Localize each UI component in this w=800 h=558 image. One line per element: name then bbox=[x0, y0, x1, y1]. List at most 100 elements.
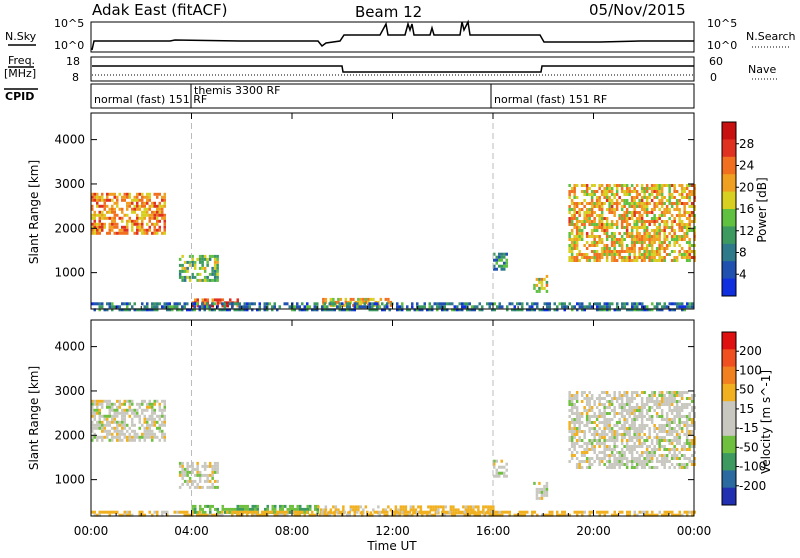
data-cell bbox=[663, 400, 666, 403]
data-cell bbox=[551, 513, 554, 517]
data-cell bbox=[423, 510, 426, 514]
data-cell bbox=[625, 403, 629, 406]
data-cell bbox=[573, 403, 576, 406]
data-cell bbox=[643, 391, 646, 394]
data-cell bbox=[648, 406, 651, 409]
data-cell bbox=[638, 202, 641, 205]
data-cell bbox=[603, 391, 606, 394]
data-cell bbox=[469, 508, 473, 512]
data-cell bbox=[586, 305, 589, 309]
data-cell bbox=[613, 433, 616, 436]
data-cell bbox=[148, 219, 151, 223]
data-cell bbox=[458, 302, 461, 306]
data-cell bbox=[593, 439, 596, 442]
data-cell bbox=[538, 280, 541, 284]
data-cell bbox=[163, 408, 166, 412]
data-cell bbox=[461, 305, 464, 309]
data-cell bbox=[301, 510, 304, 514]
data-cell bbox=[563, 302, 566, 306]
data-cell bbox=[655, 436, 659, 439]
data-cell bbox=[570, 427, 574, 430]
data-cell bbox=[620, 412, 624, 415]
data-cell bbox=[670, 235, 674, 238]
data-cell bbox=[198, 305, 201, 309]
data-cell bbox=[209, 507, 212, 511]
data-cell bbox=[276, 513, 279, 517]
data-cell bbox=[243, 305, 246, 309]
data-cell bbox=[645, 214, 649, 217]
data-cell bbox=[553, 302, 556, 306]
data-cell bbox=[658, 184, 661, 187]
data-cell bbox=[573, 448, 576, 451]
data-cell bbox=[306, 305, 309, 309]
data-cell bbox=[178, 257, 182, 261]
data-cell bbox=[660, 193, 664, 196]
data-cell bbox=[581, 308, 584, 312]
data-cell bbox=[581, 513, 584, 517]
data-cell bbox=[123, 195, 126, 199]
data-cell bbox=[608, 403, 611, 406]
data-cell bbox=[665, 208, 669, 211]
data-cell bbox=[183, 266, 187, 270]
data-cell bbox=[685, 421, 689, 424]
data-cell bbox=[463, 510, 466, 514]
data-cell bbox=[678, 202, 681, 205]
data-cell bbox=[181, 510, 184, 514]
data-cell bbox=[133, 411, 136, 415]
data-cell bbox=[685, 193, 689, 196]
data-cell bbox=[403, 513, 406, 517]
data-cell bbox=[111, 405, 114, 409]
data-cell bbox=[568, 259, 571, 262]
data-cell bbox=[690, 400, 694, 403]
data-cell bbox=[631, 302, 634, 306]
data-cell bbox=[588, 391, 591, 394]
data-cell bbox=[428, 308, 431, 312]
colorbar-tick-label: 12 bbox=[739, 224, 754, 238]
data-cell bbox=[610, 448, 614, 451]
data-cell bbox=[580, 466, 584, 469]
data-cell bbox=[598, 394, 601, 397]
data-cell bbox=[693, 187, 696, 190]
data-cell bbox=[299, 504, 302, 508]
data-cell bbox=[653, 250, 656, 253]
data-cell bbox=[680, 466, 684, 469]
data-cell bbox=[443, 308, 446, 312]
data-cell bbox=[188, 485, 192, 489]
data-cell bbox=[421, 510, 424, 514]
data-cell bbox=[650, 247, 654, 250]
data-cell bbox=[610, 430, 614, 433]
data-cell bbox=[623, 256, 626, 259]
data-cell bbox=[578, 439, 581, 442]
data-cell bbox=[389, 300, 393, 304]
data-cell bbox=[123, 225, 126, 229]
data-cell bbox=[556, 513, 559, 517]
data-cell bbox=[618, 202, 621, 205]
data-cell bbox=[650, 238, 654, 241]
data-cell bbox=[608, 247, 611, 250]
data-cell bbox=[608, 302, 611, 306]
data-cell bbox=[168, 305, 171, 309]
data-cell bbox=[101, 399, 104, 403]
data-cell bbox=[103, 308, 106, 312]
data-cell bbox=[545, 283, 549, 287]
data-cell bbox=[386, 305, 389, 309]
data-cell bbox=[683, 454, 686, 457]
data-cell bbox=[206, 476, 209, 480]
data-cell bbox=[121, 216, 124, 220]
data-cell bbox=[123, 513, 126, 517]
data-cell bbox=[635, 415, 639, 418]
data-cell bbox=[603, 202, 606, 205]
data-cell bbox=[548, 513, 551, 517]
data-cell bbox=[284, 504, 287, 508]
data-cell bbox=[608, 199, 611, 202]
data-cell bbox=[526, 308, 529, 312]
data-cell bbox=[643, 442, 646, 445]
data-cell bbox=[673, 415, 676, 418]
data-cell bbox=[548, 302, 551, 306]
data-cell bbox=[281, 513, 284, 517]
data-cell bbox=[426, 513, 429, 517]
y-tick-label: 4000 bbox=[54, 133, 85, 147]
data-cell bbox=[640, 451, 644, 454]
data-cell bbox=[498, 474, 501, 478]
data-cell bbox=[348, 302, 351, 306]
